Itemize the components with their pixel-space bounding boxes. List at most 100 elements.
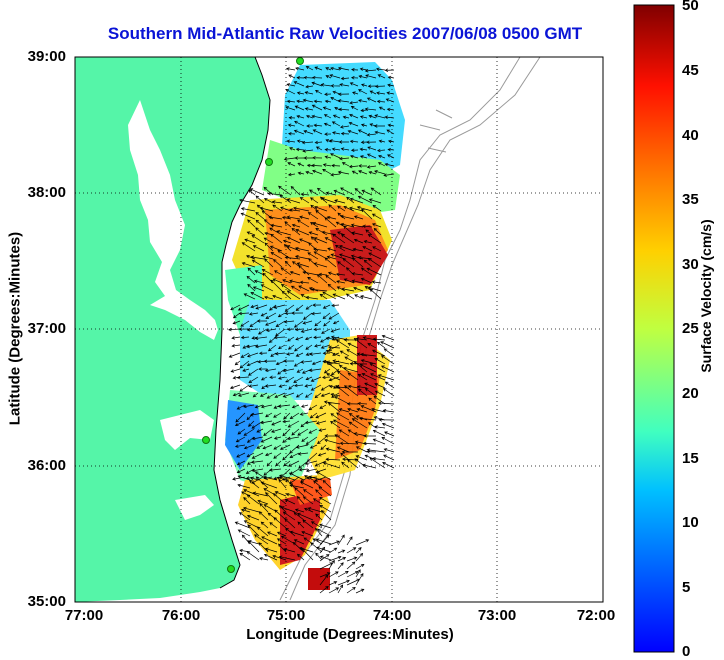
velocity-arrow	[340, 187, 355, 196]
velocity-arrow	[286, 83, 296, 87]
velocity-arrow	[337, 571, 349, 578]
colorbar-tick-label: 0	[682, 643, 691, 660]
x-tick-label: 75:00	[266, 607, 306, 624]
velocity-arrow	[239, 384, 250, 392]
velocity-arrow	[252, 491, 269, 497]
velocity-arrow	[246, 514, 260, 521]
velocity-arrow	[296, 76, 305, 80]
velocity-arrow	[340, 234, 355, 244]
velocity-arrow	[284, 498, 296, 505]
velocity-arrow	[282, 239, 292, 244]
velocity-arrow	[297, 428, 309, 436]
velocity-arrow	[273, 452, 282, 459]
velocity-arrow	[236, 460, 246, 466]
velocity-arrow	[294, 383, 304, 388]
velocity-arrow	[269, 375, 277, 380]
velocity-arrow	[246, 452, 255, 458]
velocity-arrow	[245, 468, 255, 474]
velocity-arrow	[309, 444, 318, 449]
velocity-arrow	[346, 561, 356, 570]
velocity-arrow	[299, 215, 310, 220]
velocity-arrow	[332, 359, 350, 365]
velocity-arrow	[289, 270, 301, 276]
velocity-arrow	[368, 114, 377, 119]
velocity-arrow	[322, 168, 332, 175]
velocity-arrow	[323, 122, 332, 127]
velocity-arrow	[295, 352, 304, 357]
velocity-arrow	[364, 382, 377, 389]
velocity-arrow	[295, 304, 304, 312]
velocity-arrow	[315, 146, 323, 151]
colorbar-tick-label: 15	[682, 450, 699, 467]
velocity-arrow	[347, 129, 359, 135]
velocity-arrow	[324, 155, 332, 159]
velocity-arrow	[291, 227, 301, 236]
velocity-arrow	[240, 352, 250, 358]
velocity-arrow	[270, 252, 283, 260]
velocity-arrow	[274, 351, 286, 356]
velocity-arrow	[346, 586, 356, 594]
velocity-arrow	[260, 481, 278, 489]
velocity-arrow	[312, 538, 323, 545]
velocity-arrow	[320, 392, 331, 397]
velocity-arrow	[247, 524, 260, 537]
velocity-arrow	[315, 513, 323, 521]
velocity-arrow	[336, 412, 350, 421]
velocity-arrow	[250, 304, 259, 309]
velocity-arrow	[277, 376, 286, 380]
velocity-arrow	[350, 223, 364, 228]
velocity-arrow	[355, 415, 368, 421]
velocity-arrow	[264, 242, 274, 252]
velocity-arrow	[384, 431, 395, 437]
velocity-arrow	[305, 436, 318, 445]
velocity-arrow	[269, 245, 283, 252]
velocity-arrow	[297, 521, 305, 529]
velocity-arrow	[336, 280, 346, 284]
velocity-arrow	[300, 360, 313, 364]
velocity-arrow	[387, 123, 395, 128]
velocity-arrow	[358, 99, 368, 103]
velocity-arrow	[281, 216, 292, 220]
y-tick-label: 35:00	[27, 593, 66, 610]
velocity-arrow	[241, 508, 251, 513]
velocity-arrow	[275, 320, 286, 327]
velocity-arrow	[322, 461, 341, 469]
velocity-arrow	[285, 106, 296, 111]
velocity-arrow	[249, 412, 264, 417]
velocity-arrow	[330, 153, 341, 159]
velocity-arrow	[369, 457, 386, 469]
velocity-arrow	[271, 200, 283, 204]
velocity-arrow	[276, 476, 287, 481]
velocity-arrow	[362, 441, 377, 446]
velocity-arrow	[246, 360, 259, 367]
velocity-arrow	[303, 130, 314, 135]
velocity-arrow	[310, 376, 322, 382]
velocity-arrow	[264, 368, 277, 373]
velocity-arrow	[296, 553, 305, 561]
velocity-arrow	[252, 286, 265, 292]
velocity-arrow	[302, 149, 314, 153]
velocity-arrow	[374, 170, 386, 175]
velocity-arrow	[327, 283, 337, 292]
velocity-arrow	[367, 146, 377, 151]
velocity-arrow	[364, 107, 377, 111]
velocity-arrow	[351, 257, 364, 268]
velocity-arrow	[298, 467, 309, 472]
velocity-arrow	[355, 588, 365, 594]
velocity-arrow	[293, 512, 305, 521]
velocity-arrow	[289, 279, 301, 284]
velocity-arrow	[371, 407, 386, 413]
velocity-arrow	[378, 154, 386, 159]
velocity-arrow	[332, 233, 346, 244]
velocity-arrow	[236, 452, 246, 458]
velocity-arrow	[282, 511, 296, 521]
velocity-arrow	[373, 124, 386, 128]
velocity-arrow	[311, 104, 323, 111]
x-tick-label: 74:00	[372, 607, 412, 624]
velocity-arrow	[326, 255, 337, 260]
velocity-arrow	[246, 275, 256, 284]
velocity-arrow	[234, 444, 246, 448]
velocity-arrow	[265, 492, 278, 505]
velocity-arrow	[246, 551, 260, 561]
colorbar-tick-label: 45	[682, 62, 699, 79]
